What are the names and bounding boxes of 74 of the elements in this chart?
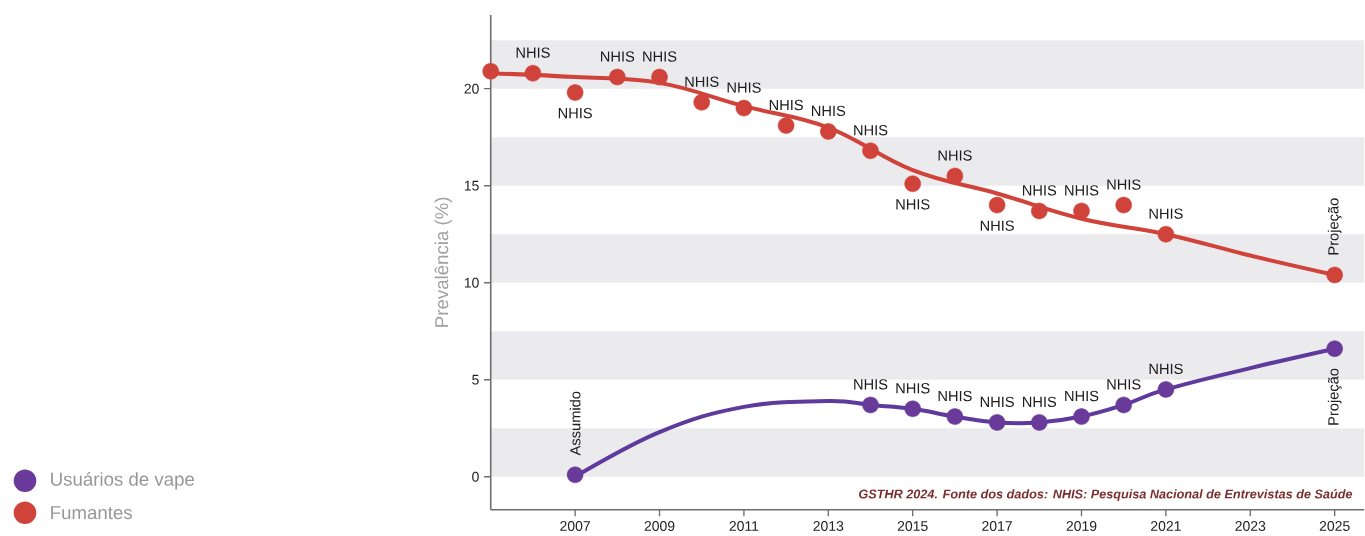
data-label: NHIS (1022, 185, 1057, 196)
point (1326, 340, 1343, 358)
point (566, 84, 584, 102)
point (1031, 414, 1048, 431)
data-label: Projeção (1327, 198, 1342, 255)
data-label: NHIS (1107, 179, 1141, 190)
point (862, 396, 879, 414)
y-tick-label: 5 (472, 375, 479, 385)
point (1073, 202, 1090, 220)
data-label: NHIS (980, 396, 1014, 408)
y-axis-title: Prevalência (%) (434, 197, 452, 327)
data-label: NHIS (896, 383, 930, 394)
data-label: NHIS (1065, 391, 1099, 402)
data-label: NHIS (727, 82, 761, 93)
data-label: NHIS (769, 100, 803, 111)
point (904, 400, 921, 418)
point (1157, 226, 1175, 243)
data-label: NHIS (938, 391, 972, 402)
point (862, 142, 879, 160)
data-label: Assumido (569, 391, 581, 456)
x-tick-label: 2021 (1151, 521, 1181, 532)
data-label: NHIS (980, 220, 1014, 232)
x-tick-label: 2019 (1066, 521, 1097, 532)
point (609, 68, 626, 86)
data-label: NHIS (643, 51, 677, 62)
data-label: NHIS (812, 105, 846, 117)
x-tick-label: 2015 (897, 521, 928, 532)
data-label: NHIS (938, 150, 972, 161)
data-label: NHIS (516, 47, 550, 58)
point (524, 65, 542, 82)
y-tick-label: 10 (464, 277, 479, 288)
point (1157, 381, 1175, 398)
point (820, 123, 837, 140)
data-label: NHIS (1022, 396, 1057, 408)
point (693, 94, 710, 111)
y-tick-label: 20 (464, 83, 479, 94)
point (1115, 396, 1132, 414)
x-tick-label: 2009 (644, 521, 675, 532)
y-tick-label: 0 (472, 471, 479, 482)
data-label: NHIS (896, 199, 930, 210)
point (946, 408, 964, 425)
point (777, 117, 795, 134)
point (482, 63, 499, 80)
data-label: NHIS (1065, 185, 1099, 196)
data-label: NHIS (558, 108, 592, 119)
point (1115, 197, 1132, 214)
point (735, 100, 753, 117)
data-label: NHIS (1149, 363, 1183, 375)
point (566, 466, 584, 484)
x-tick-label: 2007 (560, 521, 590, 532)
legend-label: Fumantes (51, 506, 132, 520)
point (946, 167, 964, 185)
point (988, 414, 1006, 431)
data-label: NHIS (1149, 208, 1183, 219)
legend-label: Usuários de vape (51, 472, 194, 490)
point (988, 197, 1006, 214)
annotation: GSTHR 2024. Fonte dos dados: NHIS: Pesquisa Nacional de Entrevistas de Saúde (859, 489, 1353, 502)
x-tick-label: 2025 (1319, 521, 1350, 532)
point (1073, 408, 1090, 425)
data-label: Projeção (1327, 368, 1342, 425)
x-tick-label: 2017 (982, 521, 1012, 532)
x-tick-label: 2013 (813, 521, 844, 532)
data-label: NHIS (685, 76, 719, 88)
x-tick-label: 2011 (729, 521, 759, 532)
data-label: NHIS (601, 51, 635, 62)
data-label: NHIS (854, 379, 888, 390)
point (1031, 202, 1048, 220)
data-label: NHIS (854, 125, 888, 136)
data-label: NHIS (1107, 379, 1141, 390)
point (1326, 266, 1343, 284)
x-tick-label: 2023 (1235, 521, 1266, 532)
point (904, 175, 921, 193)
y-tick-label: 15 (464, 181, 479, 191)
point (651, 68, 668, 86)
